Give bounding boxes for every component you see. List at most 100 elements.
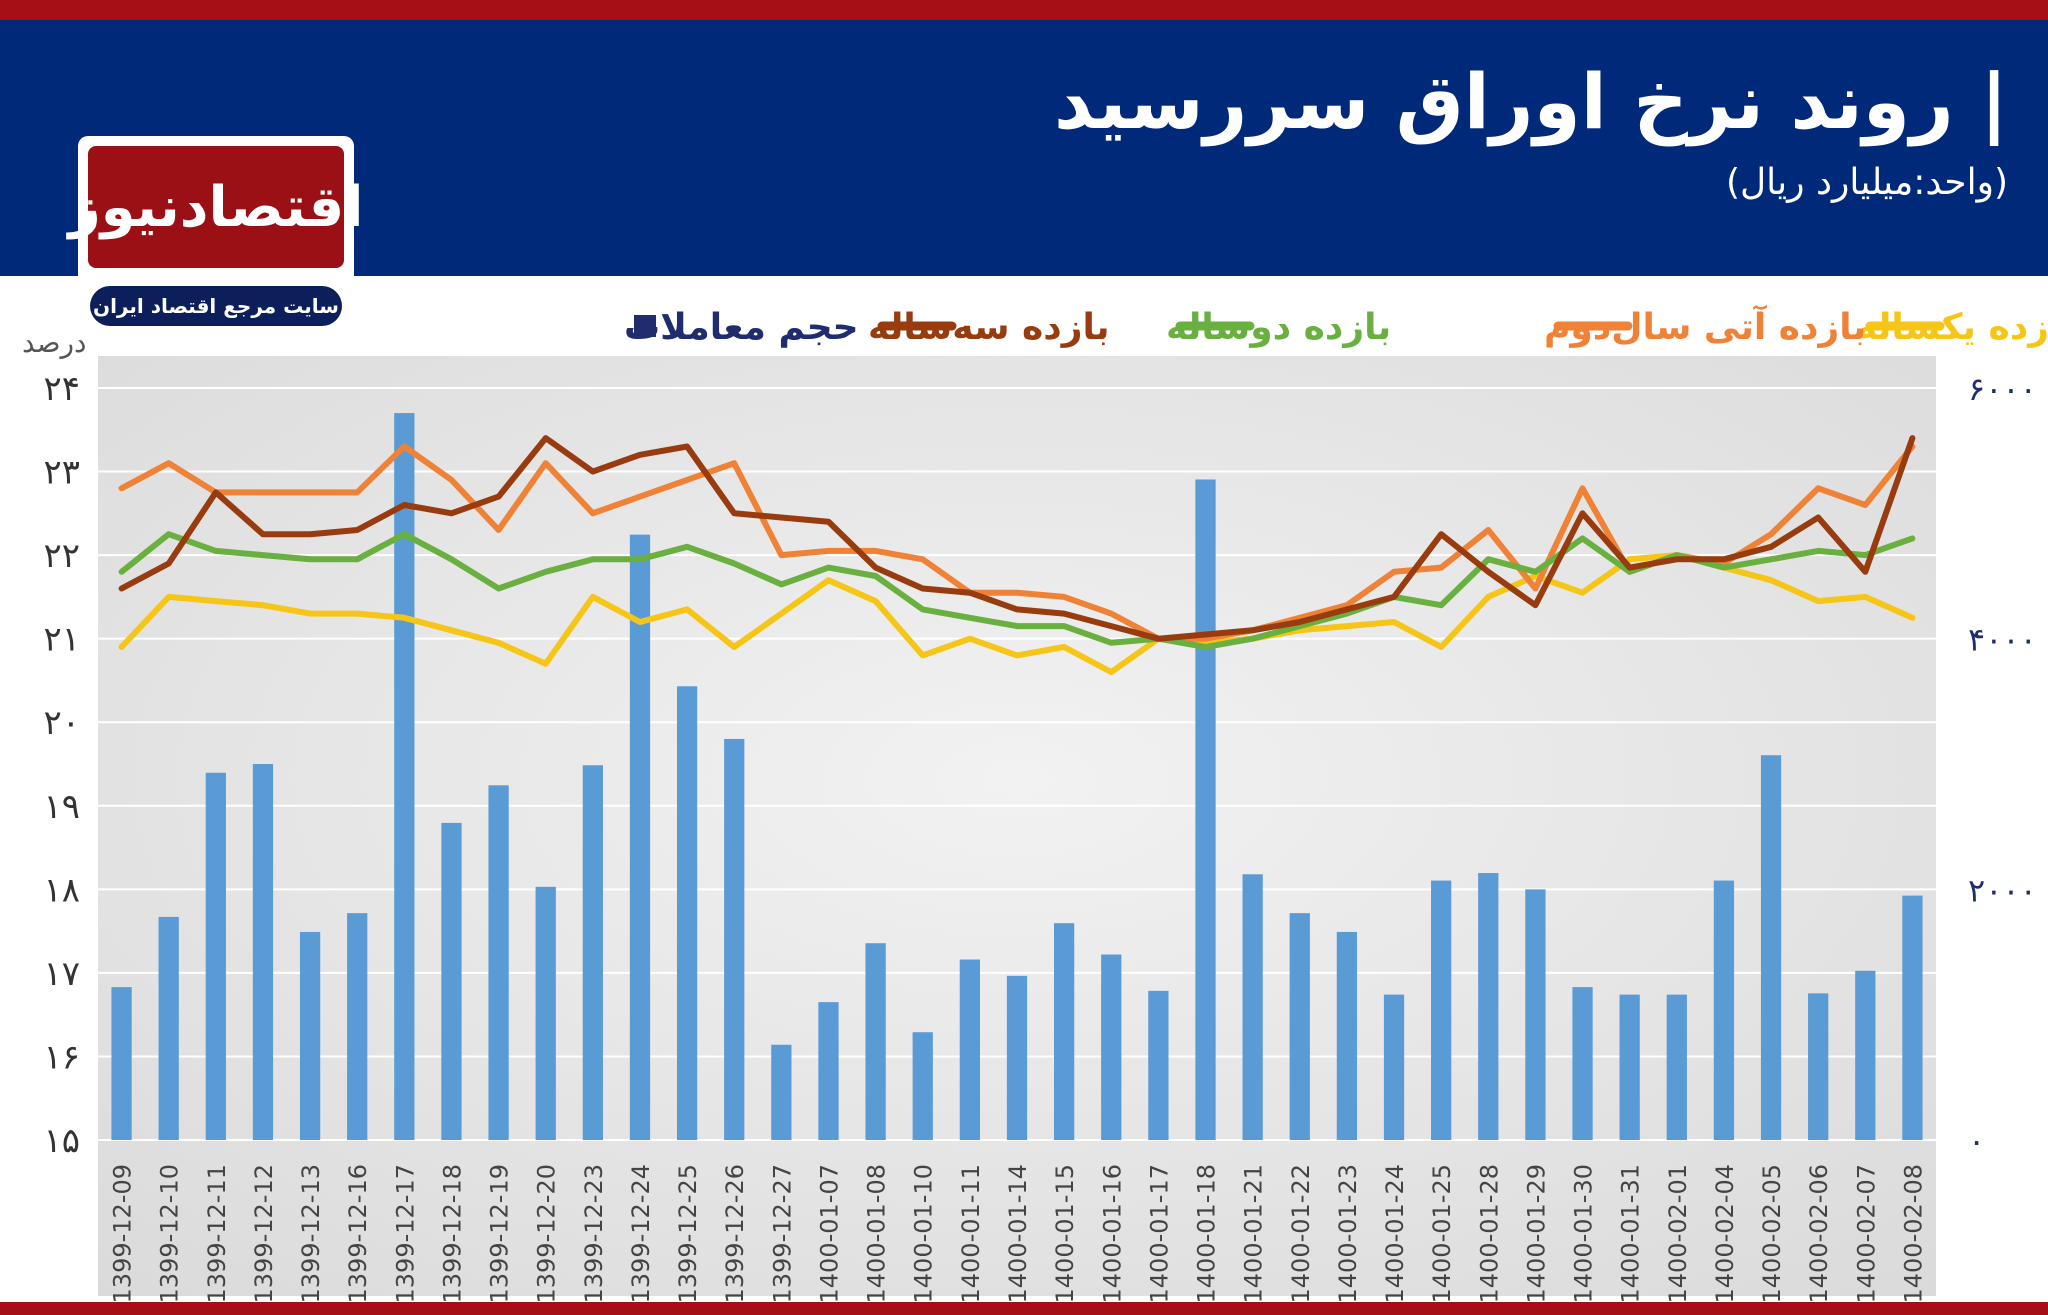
legend-label: حجم معاملات: [624, 307, 859, 348]
x-tick-label: 1399-12-09: [109, 1164, 137, 1303]
x-tick-label: 1400-01-08: [863, 1164, 891, 1303]
left-tick-label: ۲۴: [43, 369, 80, 409]
x-tick-label: 1399-12-17: [391, 1164, 419, 1303]
x-tick-label: 1400-01-10: [910, 1164, 938, 1303]
x-tick-label: 1400-01-11: [957, 1164, 985, 1303]
x-tick-label: 1399-12-24: [627, 1164, 655, 1303]
volume-bar: [205, 772, 226, 1140]
logo-name: اقتصادنیوز: [68, 174, 364, 240]
volume-bar: [158, 916, 179, 1140]
volume-bar: [959, 959, 981, 1140]
series-line: [118, 552, 1916, 676]
volume-bar: [1760, 755, 1782, 1140]
x-tick-label: 1399-12-20: [533, 1164, 561, 1303]
series-line: [118, 435, 1916, 642]
volume-bar: [1053, 923, 1075, 1140]
volume-bar: [535, 886, 556, 1140]
x-tick-label: 1400-01-15: [1051, 1164, 1079, 1303]
legend-label: بازده دوساله: [1166, 307, 1391, 348]
x-tick-label: 1399-12-12: [250, 1164, 278, 1303]
x-tick-label: 1400-02-01: [1664, 1164, 1692, 1303]
x-tick-label: 1399-12-19: [486, 1164, 514, 1303]
page-title: | روند نرخ اوراق سررسید: [1053, 57, 2008, 146]
x-tick-label: 1400-02-08: [1899, 1164, 1927, 1303]
x-tick-label: 1400-02-05: [1758, 1164, 1786, 1303]
volume-bar: [1666, 994, 1687, 1140]
volume-bar: [771, 1044, 792, 1140]
x-tick-label: 1399-12-23: [580, 1164, 608, 1303]
right-tick-label: ۶۰۰۰: [1968, 370, 2037, 408]
volume-bar: [1148, 990, 1169, 1140]
x-tick-label: 1400-01-30: [1570, 1164, 1598, 1303]
x-tick-label: 1400-01-16: [1098, 1164, 1126, 1303]
x-tick-label: 1400-01-24: [1381, 1164, 1409, 1303]
x-tick-label: 1400-02-07: [1852, 1164, 1880, 1303]
logo-tagline: سایت مرجع اقتصاد ایران: [93, 294, 339, 318]
bottom-stripe: [0, 1302, 2048, 1315]
x-tick-label: 1400-01-23: [1334, 1164, 1362, 1303]
volume-bar: [1855, 970, 1876, 1140]
left-tick-label: ۱۹: [43, 787, 80, 827]
x-tick-label: 1399-12-18: [438, 1164, 466, 1303]
volume-bar: [1619, 994, 1640, 1140]
volume-bar: [1383, 994, 1405, 1140]
volume-bar: [1195, 479, 1216, 1140]
x-tick-label: 1399-12-13: [297, 1164, 325, 1303]
left-tick-label: ۲۲: [43, 536, 80, 576]
series-line: [118, 531, 1916, 650]
right-axis: ۰ ۲۰۰۰ ۴۰۰۰ ۶۰۰۰: [1968, 370, 2037, 1160]
volume-bar: [299, 931, 321, 1140]
left-axis: ۱۵ ۱۶ ۱۷ ۱۸ ۱۹ ۲۰ ۲۱ ۲۲ ۲۳ ۲۴: [43, 369, 80, 1161]
left-tick-label: ۱۵: [43, 1121, 80, 1161]
x-tick-label: 1400-02-04: [1711, 1164, 1739, 1303]
volume-bar: [441, 822, 462, 1140]
logo: اقتصادنیوز سایت مرجع اقتصاد ایران: [69, 136, 363, 326]
volume-bar: [394, 413, 415, 1141]
x-tick-label: 1400-01-21: [1240, 1164, 1268, 1303]
volume-bar: [1808, 993, 1829, 1140]
legend-label: بازده یکساله: [1856, 307, 2048, 348]
legend-label: بازده سه‌ساله: [868, 307, 1110, 348]
volume-bar: [488, 785, 509, 1140]
x-tick-label: 1399-12-11: [203, 1164, 231, 1303]
x-tick-label: 1400-01-25: [1428, 1164, 1456, 1303]
x-tick-label: 1399-12-26: [721, 1164, 749, 1303]
logo-tagline-pill: سایت مرجع اقتصاد ایران: [90, 286, 342, 326]
volume-bar: [1431, 880, 1452, 1140]
x-tick-label: 1399-12-16: [344, 1164, 372, 1303]
x-tick-label: 1400-01-17: [1145, 1164, 1173, 1303]
volume-bar: [347, 913, 368, 1140]
volume-bar: [1902, 895, 1923, 1140]
volume-bar: [252, 764, 274, 1140]
legend-label: بازده آتی سال‌دوم: [1544, 304, 1866, 348]
series-line: [118, 443, 1916, 642]
left-tick-label: ۲۱: [43, 620, 80, 660]
x-tick-label: 1400-01-28: [1475, 1164, 1503, 1303]
x-tick-label: 1400-01-29: [1522, 1164, 1550, 1303]
volume-bar: [1006, 975, 1028, 1140]
x-tick-label: 1399-12-25: [674, 1164, 702, 1303]
x-tick-label: 1400-01-18: [1193, 1164, 1221, 1303]
volume-bar: [582, 765, 603, 1140]
volume-bar: [818, 1002, 839, 1140]
volume-bar: [1101, 954, 1122, 1140]
legend-swatch: [634, 315, 656, 337]
right-tick-label: ۰: [1968, 1122, 1985, 1160]
left-tick-label: ۱۷: [43, 954, 80, 994]
left-tick-label: ۱۸: [43, 870, 80, 910]
volume-bar: [1525, 889, 1546, 1140]
x-tick-label: 1400-01-14: [1004, 1164, 1032, 1303]
x-tick-label: 1399-12-27: [768, 1164, 796, 1303]
x-axis: 1399-12-09 1399-12-10 1399-12-11 1399-12-12…: [109, 1164, 1928, 1303]
right-tick-label: ۲۰۰۰: [1968, 871, 2037, 909]
volume-bar: [1572, 987, 1593, 1140]
volume-bar: [111, 987, 132, 1140]
volume-bar: [912, 1032, 933, 1140]
yield-lines: [118, 435, 1916, 676]
x-tick-label: 1400-02-06: [1805, 1164, 1833, 1303]
left-axis-label: درصد: [22, 326, 86, 359]
volume-bar: [1242, 874, 1263, 1140]
volume-bar: [676, 686, 698, 1140]
